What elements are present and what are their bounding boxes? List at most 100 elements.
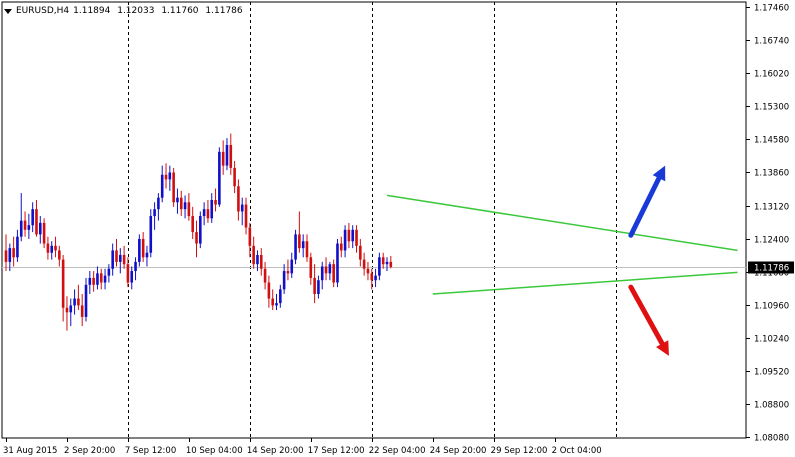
x-tick-label: 2 Oct 04:00 [552,446,602,456]
candle-body [362,259,366,269]
candle-body [176,197,179,203]
candle-body [153,209,156,217]
candle-body [88,277,92,285]
x-tick-label: 14 Sep 20:00 [247,446,304,456]
candle-body [130,271,134,283]
candle-body [149,216,153,253]
candle-body [221,151,225,166]
close-price: 1.11786 [205,6,243,16]
arrow-down-icon [628,284,669,356]
x-tick-label: 24 Sep 20:00 [430,446,487,456]
candle-body [256,255,259,265]
candle-body [339,243,343,251]
candle-body [298,234,301,249]
candle-body [355,229,358,246]
candle-body [4,250,8,262]
candle-body [160,174,164,198]
current-price-tag [748,261,794,274]
candle-body [279,289,282,304]
candle-body [336,243,339,283]
candle-body [378,257,381,276]
y-tick-label: 1.08080 [754,434,789,444]
symbol-header: EURUSD,H4 1.11894 1.12033 1.11760 1.1178… [4,6,247,16]
candle-body [199,216,202,244]
y-tick-label: 1.10240 [754,335,789,345]
candle-body [359,245,362,260]
candle-body [305,241,309,258]
arrow-shaft [628,284,665,347]
candle-body [12,248,15,258]
candle-body [370,273,374,281]
candle-body [145,252,149,258]
candle-body [191,216,194,233]
candle-body [210,199,214,219]
candle-body [122,255,126,265]
candle-body [16,236,19,258]
candle-body [65,307,69,313]
y-tick-label: 1.09520 [754,368,789,378]
candle-body [77,298,80,306]
dropdown-triangle-icon[interactable] [4,8,12,14]
candle-body [107,268,111,276]
candle-body [96,273,99,285]
candle-body [206,209,210,219]
candle-body [240,204,244,212]
candle-body [187,202,191,217]
y-tick-label: 1.08800 [754,401,789,411]
candle-body [84,284,88,317]
candle-body [347,229,351,242]
candle-body [195,232,198,244]
trendline [432,271,738,295]
candle-body [290,259,294,274]
candle-body [46,243,50,253]
open-price: 1.11894 [73,6,111,16]
candle-body [38,222,42,235]
candle-body [332,264,335,283]
current-price-label: 1.11786 [754,264,789,274]
candle-body [126,264,130,283]
candle-body [229,144,233,168]
x-tick-label: 29 Sep 12:00 [491,446,548,456]
candle-body [115,250,118,262]
candle-body [317,280,320,294]
candle-body [389,261,393,267]
candle-body [179,197,183,210]
candle-body [73,298,76,306]
y-tick-label: 1.16020 [754,70,789,80]
plot-frame [1,1,747,439]
candle-body [244,204,248,228]
candle-body [237,186,240,212]
candle-body [214,199,217,205]
candle-body [61,259,65,308]
candle-body [271,298,274,306]
candle-body [320,266,324,281]
candle-body [164,174,168,180]
candle-body [225,144,229,166]
candle-body [168,172,172,180]
y-tick-label: 1.16740 [754,37,789,47]
trendline [386,194,738,252]
arrow-up-icon [628,165,666,238]
candle-body [23,220,27,230]
candle-body [351,229,355,242]
candle-body [119,255,122,262]
high-price: 1.12033 [117,6,155,16]
candle-body [309,257,313,278]
x-tick-label: 22 Sep 04:00 [369,446,426,456]
candle-body [275,303,278,306]
candle-body [381,257,385,265]
candle-body [92,277,95,285]
candle-body [218,151,221,205]
candle-body [324,266,328,274]
candle-body [54,245,57,251]
candle-body [294,234,297,260]
x-tick-label: 2 Sep 20:00 [64,446,115,456]
candle-body [99,273,103,283]
y-tick-label: 1.10960 [754,302,789,312]
x-tick-label: 17 Sep 12:00 [308,446,365,456]
candle-body [374,275,377,281]
candle-body [19,220,23,237]
y-tick-label: 1.12400 [754,236,789,246]
